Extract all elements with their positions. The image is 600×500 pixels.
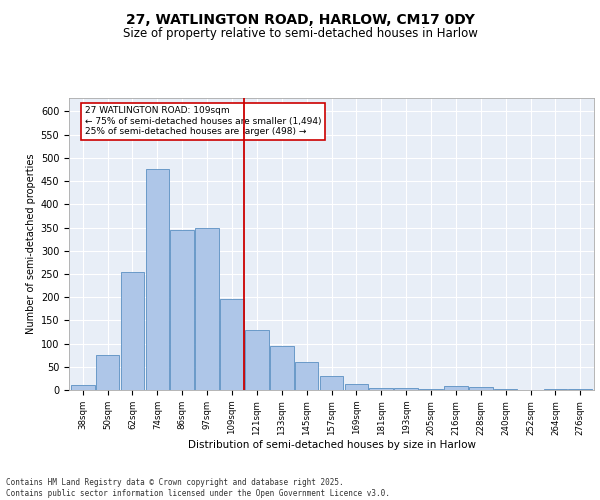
Text: Size of property relative to semi-detached houses in Harlow: Size of property relative to semi-detach… [122, 28, 478, 40]
Bar [170, 230, 194, 390]
Text: 27, WATLINGTON ROAD, HARLOW, CM17 0DY: 27, WATLINGTON ROAD, HARLOW, CM17 0DY [125, 12, 475, 26]
Bar [270, 346, 293, 390]
Bar [245, 330, 269, 390]
Bar [121, 272, 144, 390]
Text: Contains HM Land Registry data © Crown copyright and database right 2025.
Contai: Contains HM Land Registry data © Crown c… [6, 478, 390, 498]
X-axis label: Distribution of semi-detached houses by size in Harlow: Distribution of semi-detached houses by … [187, 440, 476, 450]
Bar [444, 386, 468, 390]
Bar [494, 388, 517, 390]
Bar [96, 355, 119, 390]
Bar [370, 388, 393, 390]
Bar [344, 384, 368, 390]
Bar [146, 170, 169, 390]
Bar [220, 300, 244, 390]
Y-axis label: Number of semi-detached properties: Number of semi-detached properties [26, 154, 37, 334]
Bar [568, 389, 592, 390]
Bar [195, 228, 219, 390]
Bar [419, 388, 443, 390]
Bar [469, 387, 493, 390]
Bar [320, 376, 343, 390]
Bar [394, 388, 418, 390]
Bar [71, 386, 95, 390]
Text: 27 WATLINGTON ROAD: 109sqm
← 75% of semi-detached houses are smaller (1,494)
25%: 27 WATLINGTON ROAD: 109sqm ← 75% of semi… [85, 106, 321, 136]
Bar [544, 389, 567, 390]
Bar [295, 362, 319, 390]
